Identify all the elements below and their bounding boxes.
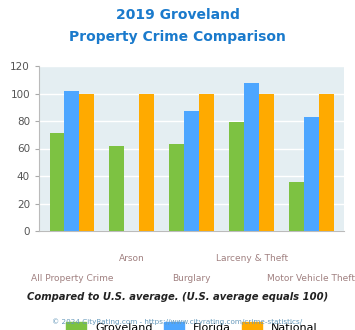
Bar <box>139 93 154 231</box>
Text: All Property Crime: All Property Crime <box>31 274 113 283</box>
Bar <box>109 146 124 231</box>
Text: Compared to U.S. average. (U.S. average equals 100): Compared to U.S. average. (U.S. average … <box>27 292 328 302</box>
Bar <box>50 133 65 231</box>
Legend: Groveland, Florida, National: Groveland, Florida, National <box>66 322 317 330</box>
Text: Arson: Arson <box>119 254 145 263</box>
Bar <box>199 93 214 231</box>
Text: Motor Vehicle Theft: Motor Vehicle Theft <box>267 274 355 283</box>
Text: 2019 Groveland: 2019 Groveland <box>116 8 239 22</box>
Bar <box>244 82 259 231</box>
Bar <box>169 145 184 231</box>
Bar <box>319 93 334 231</box>
Bar <box>259 93 274 231</box>
Bar <box>289 182 304 231</box>
Bar <box>184 112 199 231</box>
Text: Property Crime Comparison: Property Crime Comparison <box>69 30 286 44</box>
Text: Larceny & Theft: Larceny & Theft <box>215 254 288 263</box>
Text: Burglary: Burglary <box>173 274 211 283</box>
Bar <box>304 117 319 231</box>
Text: © 2024 CityRating.com - https://www.cityrating.com/crime-statistics/: © 2024 CityRating.com - https://www.city… <box>53 318 302 325</box>
Bar <box>229 122 244 231</box>
Bar <box>80 93 94 231</box>
Bar <box>65 91 80 231</box>
